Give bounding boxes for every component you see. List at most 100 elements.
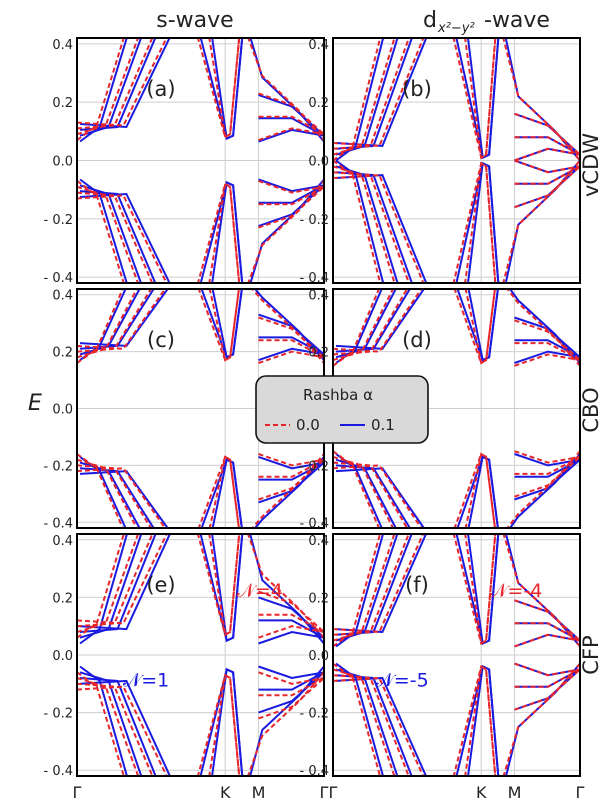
band-alpha-0-mg-band xyxy=(258,590,324,633)
band-alpha-01-gamma-band xyxy=(79,38,128,143)
band-alpha-01-km-band xyxy=(211,38,244,141)
band-alpha-0-mg-band xyxy=(514,147,580,162)
band-alpha-01-gamma-band xyxy=(79,192,171,283)
legend-box xyxy=(255,375,429,444)
band-alpha-0-mg-band xyxy=(258,671,324,685)
band-alpha-01-mg-band xyxy=(249,665,324,776)
band-alpha-0-mg-band xyxy=(502,38,580,162)
band-alpha-0-gamma-band xyxy=(333,455,395,528)
legend-title: Rashba α xyxy=(303,386,373,404)
y-tick-label: 0.0 xyxy=(308,155,329,170)
row-label-cfp: CFP xyxy=(579,635,603,674)
band-alpha-01-mg-band xyxy=(258,665,324,680)
band-alpha-01-mg-band xyxy=(508,453,580,528)
band-alpha-01-mg-band xyxy=(258,128,324,143)
band-alpha-01-mg-band xyxy=(253,456,324,528)
band-alpha-0-mg-band xyxy=(514,159,580,174)
band-alpha-0-mg-band xyxy=(247,180,324,283)
band-alpha-01-mg-band xyxy=(514,662,580,677)
band-alpha-0-mg-band xyxy=(502,534,580,648)
band-alpha-0-gamma-band xyxy=(333,38,410,150)
band-alpha-0-km-band xyxy=(453,289,496,365)
band-alpha-0-km-band xyxy=(464,534,497,646)
band-alpha-01-km-band xyxy=(467,534,500,645)
band-alpha-01-gamma-band xyxy=(79,677,157,776)
band-alpha-0-mg-band xyxy=(514,112,580,156)
x-tick-label: M xyxy=(508,783,522,802)
band-alpha-0-km-band xyxy=(452,38,497,160)
band-alpha-0-km-band xyxy=(452,161,497,283)
y-tick-label: - 0.2 xyxy=(300,459,330,474)
band-alpha-0-mg-band xyxy=(258,350,324,364)
x-tick-label: Γ xyxy=(576,783,585,802)
chern-number-annotation: 𝒩=1 xyxy=(123,669,169,691)
legend-entry-alpha-0: 0.0 xyxy=(296,416,320,434)
band-alpha-0-mg-band xyxy=(502,662,580,776)
y-tick-label: - 0.2 xyxy=(44,459,74,474)
band-alpha-0-gamma-band xyxy=(333,461,409,528)
legend-entry-alpha-01: 0.1 xyxy=(371,416,395,434)
band-alpha-01-gamma-band xyxy=(335,662,385,776)
band-alpha-0-gamma-band xyxy=(77,289,124,364)
band-alpha-0-gamma-band xyxy=(77,677,140,776)
band-alpha-01-gamma-band xyxy=(335,534,385,648)
column-title-wave-suffix: -wave xyxy=(484,8,550,33)
band-alpha-0-km-band xyxy=(208,38,241,139)
y-tick-label: 0.2 xyxy=(308,591,329,606)
band-alpha-01-km-band xyxy=(466,38,500,160)
band-alpha-0-mg-band xyxy=(258,625,324,639)
band-alpha-0-km-band xyxy=(464,161,497,283)
bands xyxy=(77,38,324,283)
band-alpha-0-gamma-band xyxy=(333,662,382,776)
panel-frame xyxy=(332,37,581,284)
bands xyxy=(333,38,580,283)
band-alpha-0-gamma-band xyxy=(77,453,124,528)
band-alpha-0-km-band xyxy=(197,289,240,362)
band-alpha-01-km-band xyxy=(211,667,244,776)
band-alpha-01-km-band xyxy=(211,534,244,643)
band-alpha-0-km-band xyxy=(208,673,241,776)
column-title-d-subscript: x²−y² xyxy=(437,21,475,36)
y-tick-label: - 0.2 xyxy=(300,213,330,228)
band-alpha-0-gamma-band xyxy=(333,38,396,156)
band-alpha-0-km-band xyxy=(464,452,496,528)
band-alpha-0-gamma-band xyxy=(77,534,154,628)
panel-label: (f) xyxy=(405,573,429,597)
y-tick-label: 0.0 xyxy=(52,649,73,664)
band-alpha-0-km-band xyxy=(464,289,496,365)
band-alpha-0-km-band xyxy=(208,534,241,637)
band-alpha-0-gamma-band xyxy=(333,289,395,362)
y-tick-label: 0.4 xyxy=(308,534,329,549)
band-alpha-01-gamma-band xyxy=(335,159,385,283)
band-alpha-0-mg-band xyxy=(246,534,324,639)
band-alpha-01-gamma-band xyxy=(79,665,128,776)
band-alpha-0-mg-band xyxy=(514,165,580,185)
x-tick-label: K xyxy=(476,783,487,802)
band-alpha-01-mg-band xyxy=(249,534,324,645)
band-alpha-01-gamma-band xyxy=(335,38,385,162)
band-alpha-01-km-band xyxy=(211,180,244,283)
band-alpha-0-mg-band xyxy=(514,136,580,156)
band-alpha-0-gamma-band xyxy=(333,674,410,776)
band-alpha-0-gamma-band xyxy=(333,289,380,367)
x-tick-label: Γ xyxy=(329,783,338,802)
band-alpha-0-mg-band xyxy=(514,633,580,648)
y-tick-label: - 0.4 xyxy=(300,516,330,531)
y-tick-label: 0.4 xyxy=(52,534,73,549)
band-alpha-0-gamma-band xyxy=(333,676,425,776)
band-alpha-0-gamma-band xyxy=(333,159,382,283)
band-alpha-0-gamma-band xyxy=(333,534,382,648)
band-alpha-01-mg-band xyxy=(258,178,324,193)
column-title-d-prefix: d xyxy=(423,8,437,33)
row-label-cbo: CBO xyxy=(579,387,603,432)
band-alpha-01-mg-band xyxy=(504,38,580,162)
panel-b: 0.4 0.2 0.0 - 0.2 - 0.4 (b) xyxy=(300,37,581,286)
y-tick-label: 0.4 xyxy=(308,289,329,304)
y-tick-label: 0.4 xyxy=(52,38,73,53)
band-alpha-0-km-band xyxy=(464,38,497,160)
chern-number-annotation: 𝒩=-4 xyxy=(489,580,542,602)
band-alpha-01-gamma-band xyxy=(79,534,128,645)
band-alpha-0-mg-band xyxy=(514,599,580,642)
band-alpha-0-gamma-band xyxy=(77,38,125,141)
y-tick-label: 0.0 xyxy=(308,649,329,664)
